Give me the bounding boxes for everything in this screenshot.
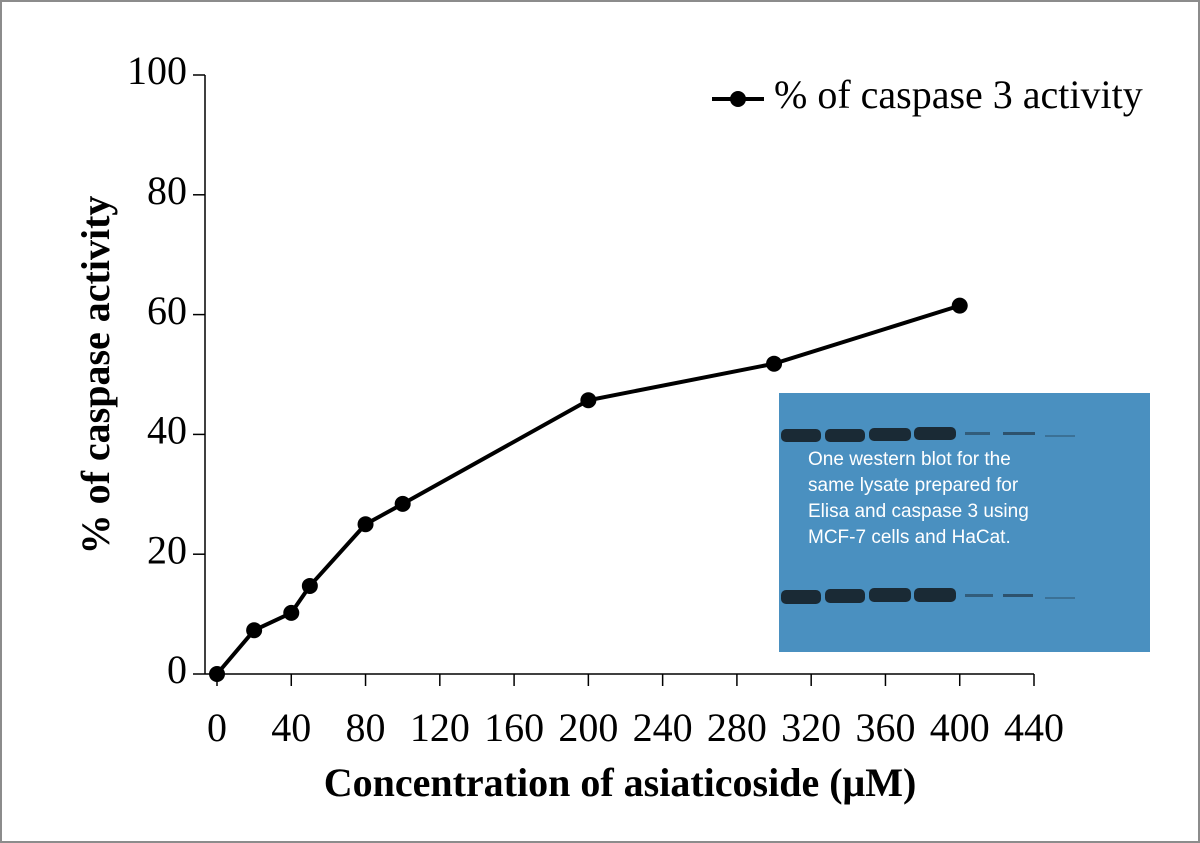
x-tick-label: 40 [271, 705, 311, 750]
x-tick-label: 360 [855, 705, 915, 750]
x-tick-label: 0 [207, 705, 227, 750]
y-tick-label: 0 [167, 647, 187, 692]
western-blot-inset: One western blot for the same lysate prep… [779, 393, 1150, 652]
x-tick-label: 400 [930, 705, 990, 750]
data-point [283, 604, 300, 621]
y-tick-label: 60 [147, 288, 187, 333]
data-point [394, 495, 411, 512]
annotation-line: MCF-7 cells and HaCat. [808, 527, 1011, 548]
annotation-line: One western blot for the [808, 449, 1011, 470]
data-point [246, 622, 263, 639]
y-tick-label: 80 [147, 168, 187, 213]
data-point [357, 516, 374, 533]
x-tick-label: 320 [781, 705, 841, 750]
data-point [766, 355, 783, 372]
x-tick-label: 280 [707, 705, 767, 750]
y-tick-label: 40 [147, 408, 187, 453]
x-axis-label: Concentration of asiaticoside (μM) [324, 760, 917, 805]
x-tick-label: 200 [558, 705, 618, 750]
legend-label: % of caspase 3 activity [774, 72, 1143, 117]
annotation-line: same lysate prepared for [808, 475, 1019, 496]
legend-marker [730, 91, 746, 107]
data-point [301, 577, 318, 594]
x-tick-label: 440 [1004, 705, 1064, 750]
data-point [209, 666, 225, 682]
y-tick-label: 100 [127, 48, 187, 93]
y-tick-label: 20 [147, 527, 187, 572]
x-tick-label: 120 [410, 705, 470, 750]
inset-annotation: One western blot for the same lysate prep… [808, 449, 1029, 548]
x-tick-label: 240 [633, 705, 693, 750]
blot-bands [781, 427, 1075, 604]
y-axis-label: % of caspase activity [73, 196, 118, 555]
data-point [580, 392, 597, 409]
annotation-line: Elisa and caspase 3 using [808, 501, 1029, 522]
x-tick-label: 80 [346, 705, 386, 750]
plot-area: 0 20 40 60 80 100 0 40 80 120 160 200 240 280 320 360 40… [73, 48, 1143, 805]
data-point [951, 297, 968, 314]
x-tick-label: 160 [484, 705, 544, 750]
